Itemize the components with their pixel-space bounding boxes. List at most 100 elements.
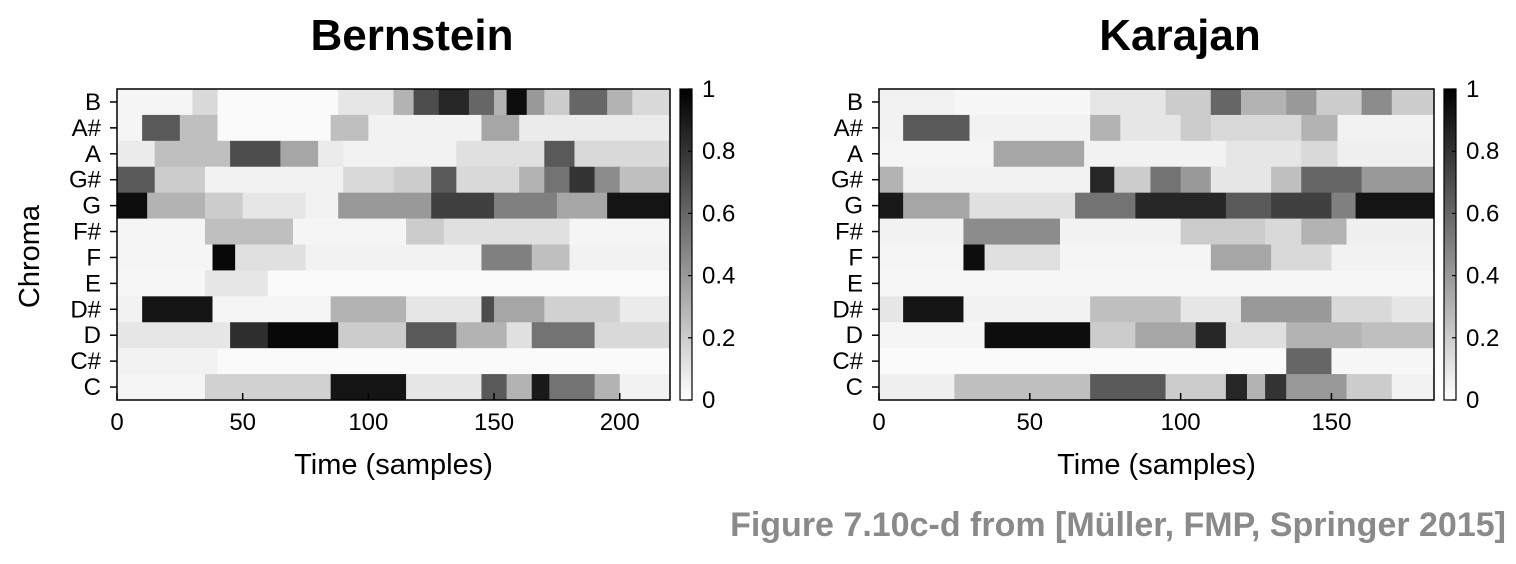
colorbar-tick-label: 0.8	[702, 138, 735, 165]
heatmap-cell	[368, 114, 482, 142]
heatmap-cell	[1391, 296, 1435, 323]
heatmap-cell	[1271, 192, 1332, 219]
heatmap-cell	[594, 166, 621, 194]
heatmap-cell	[192, 89, 218, 116]
heatmap-cell	[1114, 166, 1151, 194]
heatmap-cell	[607, 192, 671, 219]
heatmap-cell	[318, 140, 344, 168]
y-tick-label: F#	[73, 219, 102, 246]
heatmap-cell	[1391, 374, 1435, 401]
heatmap-cell	[1301, 140, 1338, 168]
heatmap-cell	[338, 89, 394, 116]
chart-title: Karajan	[1099, 11, 1260, 60]
heatmap-cell	[954, 89, 1091, 116]
heatmap-cell	[494, 89, 508, 116]
heatmap-cell	[1090, 374, 1166, 401]
heatmap-cell	[984, 244, 1061, 271]
heatmap-cell	[1301, 114, 1338, 142]
heatmap-cell	[526, 89, 545, 116]
colorbar-tick-label: 0.4	[1466, 263, 1499, 290]
y-tick-label: C	[84, 374, 101, 401]
heatmap-cell	[1225, 192, 1272, 219]
heatmap-cell	[204, 270, 269, 297]
y-tick-label: C	[846, 374, 863, 401]
heatmap-cell	[481, 244, 533, 271]
heatmap-cell	[607, 89, 633, 116]
y-tick-label: F	[848, 244, 863, 271]
x-axis-label: Time (samples)	[1057, 449, 1256, 481]
heatmap-cell	[1210, 89, 1242, 116]
y-tick-label: A#	[834, 115, 864, 142]
y-tick-label: F#	[835, 219, 864, 246]
y-tick-label: E	[847, 270, 863, 297]
heatmap-cell	[1346, 374, 1393, 401]
heatmap-cell	[117, 218, 206, 245]
heatmap-cell	[1120, 114, 1182, 142]
heatmap-cell	[393, 89, 415, 116]
heatmap-cell	[235, 244, 306, 271]
heatmap-cell	[519, 166, 545, 194]
heatmap-cell	[179, 114, 218, 142]
heatmap-cell	[117, 270, 206, 297]
colorbar-tick-label: 0.2	[702, 325, 735, 352]
colorbar-tick-label: 0	[1466, 387, 1479, 414]
colorbar-tick-label: 0.6	[702, 200, 735, 227]
x-tick-label: 50	[229, 409, 256, 436]
heatmap-cell	[619, 166, 671, 194]
heatmap-cell	[1265, 218, 1302, 245]
heatmap-cell	[903, 192, 970, 219]
heatmap-cell	[1391, 89, 1435, 116]
heatmap-cell	[1210, 166, 1272, 194]
heatmap-cell	[280, 140, 319, 168]
heatmap-cell	[242, 192, 306, 219]
heatmap-cell	[879, 296, 904, 323]
x-axis-label: Time (samples)	[294, 449, 493, 481]
heatmap-cell	[1331, 244, 1435, 271]
heatmap-cell	[406, 218, 445, 245]
heatmap-cell	[117, 166, 156, 194]
heatmap-cell	[438, 89, 470, 116]
heatmap-cell	[531, 244, 570, 271]
heatmap-cell	[267, 270, 671, 297]
x-tick-label: 100	[1161, 409, 1201, 436]
heatmap-cell	[1361, 89, 1393, 116]
x-tick-label: 200	[600, 409, 640, 436]
heatmap-cell	[494, 296, 545, 323]
heatmap-cell	[879, 89, 955, 116]
heatmap-cell	[154, 166, 206, 194]
heatmap-cell	[217, 89, 339, 116]
heatmap-cell	[217, 348, 671, 375]
colorbar-tick-label: 0.6	[1466, 200, 1499, 227]
heatmap-cell	[338, 322, 407, 349]
x-tick-label: 100	[348, 409, 388, 436]
heatmap-cell	[1090, 322, 1136, 349]
heatmap-cell	[879, 218, 964, 245]
heatmap-cell	[443, 218, 570, 245]
y-tick-label: B	[85, 89, 101, 116]
heatmap-cell	[1286, 374, 1347, 401]
heatmap-cell	[431, 192, 495, 219]
y-tick-label: C#	[70, 348, 101, 375]
heatmap-cell	[879, 192, 904, 219]
heatmap-cell	[1165, 89, 1212, 116]
heatmap-cell	[963, 296, 1091, 323]
heatmap-cell	[117, 374, 206, 401]
heatmap-cell	[204, 374, 332, 401]
y-tick-label: A	[847, 141, 863, 168]
heatmap-cell	[879, 244, 964, 271]
heatmap-cell	[569, 89, 608, 116]
heatmap-cell	[531, 322, 595, 349]
y-tick-label: G	[82, 193, 101, 220]
heatmap-cell	[1286, 322, 1363, 349]
heatmap-cell	[494, 192, 558, 219]
heatmap-cell	[1075, 192, 1136, 219]
heatmap-cell	[1135, 322, 1197, 349]
heatmap-cell	[1301, 218, 1347, 245]
heatmap-cell	[879, 140, 995, 168]
y-tick-label: D#	[832, 296, 863, 323]
heatmap-cell	[1090, 114, 1121, 142]
heatmap-cell	[1331, 192, 1356, 219]
heatmap-cell	[204, 218, 294, 245]
